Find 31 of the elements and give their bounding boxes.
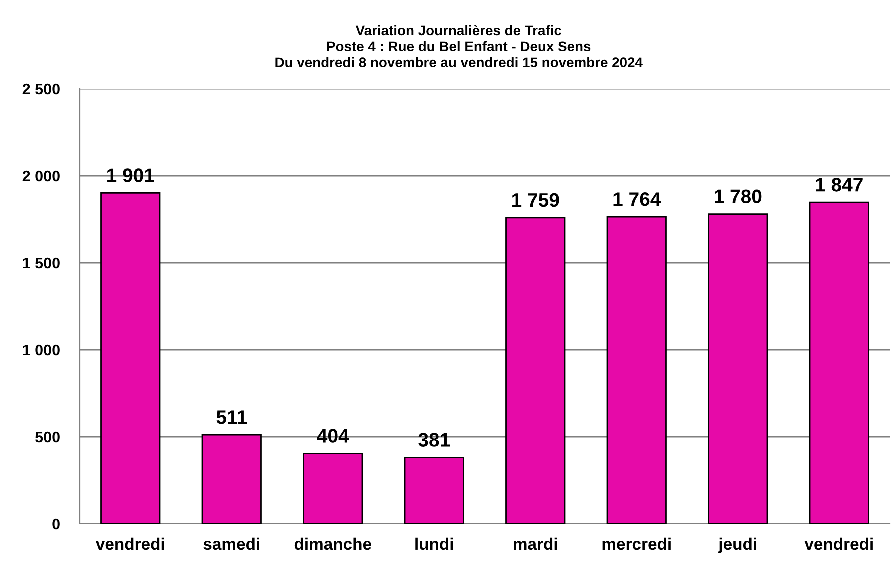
x-tick-label: mardi bbox=[514, 538, 558, 550]
data-label: 1 764 bbox=[614, 192, 662, 206]
bar bbox=[606, 216, 667, 524]
data-label: 1 759 bbox=[512, 193, 560, 208]
data-label: 381 bbox=[418, 433, 450, 447]
bar bbox=[404, 457, 464, 524]
data-label: 511 bbox=[216, 410, 248, 424]
bar bbox=[809, 202, 870, 524]
bar bbox=[708, 214, 768, 524]
y-tick-label: 2 000 bbox=[22, 170, 60, 182]
x-tick-label: dimanche bbox=[294, 538, 372, 550]
bar bbox=[202, 434, 262, 524]
data-label: 1 901 bbox=[108, 168, 154, 182]
data-label: 404 bbox=[317, 429, 350, 443]
x-tick-label: vendredi bbox=[96, 538, 164, 550]
x-tick-label: samedi bbox=[204, 538, 260, 550]
y-tick-label: 500 bbox=[36, 432, 60, 443]
data-label: 1 780 bbox=[715, 190, 762, 204]
x-tick-label: vendredi bbox=[804, 538, 873, 550]
y-tick-label: 1 500 bbox=[23, 258, 60, 269]
y-tick-label: 2 500 bbox=[22, 84, 60, 95]
y-tick-label: 1 000 bbox=[23, 344, 60, 356]
bar bbox=[303, 453, 364, 524]
data-label: 1 847 bbox=[816, 178, 863, 192]
x-tick-label: mercredi bbox=[602, 538, 671, 550]
bar bbox=[506, 217, 566, 524]
x-tick-label: jeudi bbox=[718, 538, 756, 554]
chart-title: Variation Journalières de Trafic Poste 4 : Rue du Bel Enfant - Deux Sens Du vendredi 8 novembre au vendredi 15 novembre 2024 bbox=[276, 25, 643, 68]
y-tick-label: 0 bbox=[52, 518, 60, 530]
x-tick-label: lundi bbox=[416, 538, 454, 550]
bar bbox=[100, 192, 161, 524]
